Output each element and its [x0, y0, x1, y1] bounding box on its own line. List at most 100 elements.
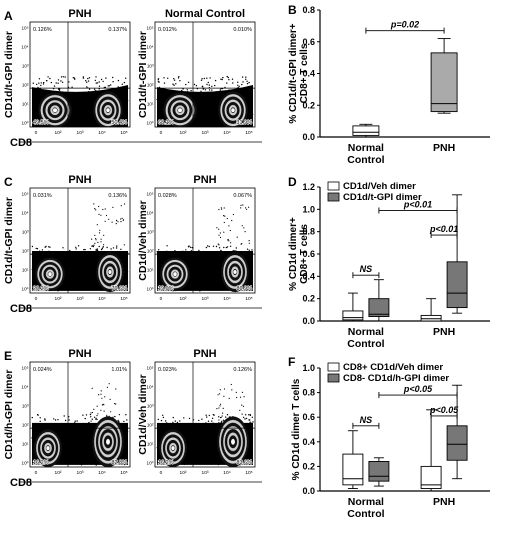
quadrant-percent: 0.012% [158, 27, 177, 33]
event-dot [58, 88, 61, 90]
event-dot [38, 82, 40, 84]
event-dot [173, 78, 175, 80]
quadrant-percent: 50.4% [111, 120, 127, 126]
event-dot [222, 412, 224, 414]
event-dot [91, 411, 93, 414]
event-dot [218, 407, 220, 409]
event-dot [57, 88, 60, 90]
y-axis-label: % CD1d/t-GPI dimer+CD8+ T cells [288, 23, 310, 123]
quadrant-percent: 79.6% [111, 286, 127, 292]
event-dot [44, 418, 46, 420]
event-dot [48, 246, 50, 248]
event-dot [200, 90, 202, 93]
y-tick-label: 10⁴ [21, 211, 28, 216]
event-dot [100, 214, 102, 216]
x-tick-label: 0 [35, 470, 38, 476]
flow-plot: PNH CD1d/Veh dimer 0.028% 0.067% 19.0% 80.9% 0… [137, 174, 256, 302]
event-dot [226, 217, 228, 220]
event-dot [188, 417, 191, 420]
event-dot [72, 77, 75, 79]
event-dot [120, 221, 122, 223]
event-dot [198, 419, 200, 422]
event-dot [111, 221, 113, 223]
box-chart: D 0.0 0.2 0.4 0.6 0.8 1.0 1.2 % CD1d dimer+CD8+ … [288, 175, 490, 350]
legend-swatch [327, 192, 340, 202]
contour-core [231, 108, 235, 113]
y-tick-label: 10³ [147, 230, 154, 235]
category-label-line: Control [347, 154, 384, 166]
event-dot [173, 84, 175, 86]
event-dot [39, 417, 41, 419]
event-dot [110, 84, 112, 86]
event-dot [174, 420, 176, 422]
event-dot [93, 416, 96, 418]
event-dot [90, 420, 92, 422]
plot-title: PNH [68, 348, 91, 360]
event-dot [231, 219, 233, 222]
event-dot [218, 416, 220, 418]
event-dot [241, 225, 243, 227]
y-axis-label-line: % CD1d dimer+ [288, 217, 299, 291]
y-tick-label: 10¹ [147, 442, 154, 447]
box-iqr [420, 314, 442, 322]
y-tick-label: 10¹ [22, 268, 29, 273]
event-dot [189, 246, 192, 248]
event-dot [248, 242, 250, 244]
event-dot [123, 203, 126, 205]
event-dot [217, 243, 219, 245]
event-dot [173, 79, 176, 81]
significance-label: p<0.01 [429, 224, 458, 234]
event-dot [53, 418, 55, 420]
event-dot [75, 248, 77, 250]
x-tick-label: 0 [160, 296, 163, 302]
event-dot [42, 83, 45, 85]
event-dot [218, 208, 220, 211]
x-tick-label: 10⁵ [120, 470, 127, 476]
event-dot [64, 419, 67, 422]
quadrant-percent: 16.2% [158, 460, 174, 466]
event-dot [240, 207, 242, 209]
event-dot [164, 420, 167, 422]
category-label-line: Normal [348, 142, 384, 154]
event-dot [240, 243, 242, 245]
event-dot [91, 387, 93, 389]
event-dot [123, 420, 125, 423]
event-dot [106, 386, 108, 388]
event-dot [209, 77, 211, 79]
x-tick-label: 0 [160, 130, 163, 136]
event-cloud [31, 76, 129, 127]
event-dot [223, 395, 225, 397]
event-dot [84, 248, 86, 251]
contour-core [48, 272, 52, 277]
event-dot [116, 220, 118, 222]
event-dot [248, 419, 250, 421]
event-dot [243, 227, 245, 229]
y-tick-label: 10⁰ [22, 461, 29, 466]
category-label: Normal Control [347, 496, 384, 520]
event-dot [241, 404, 243, 406]
plot-title: PNH [68, 174, 91, 186]
event-dot [228, 240, 230, 242]
event-dot [44, 246, 46, 248]
event-dot [39, 420, 41, 422]
event-dot [125, 77, 127, 79]
event-dot [100, 241, 102, 243]
y-tick-label: 1.0 [302, 204, 315, 214]
event-dot [229, 245, 232, 247]
box-element [446, 384, 468, 480]
event-dot [106, 246, 108, 249]
significance-label: p<0.01 [403, 199, 432, 209]
category-label: Normal Control [347, 142, 384, 166]
flow-plot: PNH CD1d/Veh dimer 0.023% 0.126% 16.2% 83.6% 0… [137, 348, 256, 476]
event-dot [248, 206, 250, 208]
event-dot [95, 82, 98, 84]
quadrant-percent: 80.9% [236, 286, 252, 292]
event-dot [241, 413, 243, 415]
contour-core [177, 108, 183, 113]
plot-ylabel: CD1d/h-GPI dimer [3, 370, 15, 460]
category-label: PNH [433, 142, 455, 154]
x-tick-label: 10² [180, 130, 187, 136]
event-dot [123, 244, 125, 246]
y-tick-label: 10⁴ [146, 385, 153, 390]
